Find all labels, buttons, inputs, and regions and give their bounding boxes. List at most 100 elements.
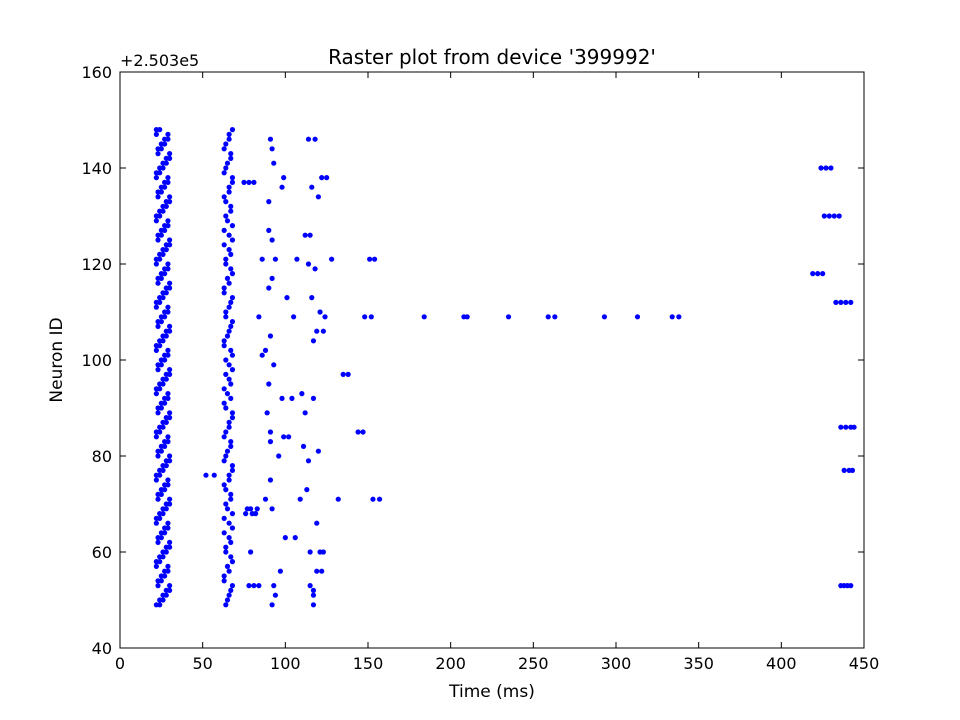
spike-point bbox=[153, 347, 159, 353]
spike-point bbox=[155, 280, 161, 286]
spike-point bbox=[221, 482, 227, 488]
spike-point bbox=[224, 218, 231, 224]
spike-point bbox=[345, 371, 351, 377]
spike-point bbox=[153, 175, 159, 181]
spike-point bbox=[221, 338, 227, 344]
spike-point bbox=[836, 213, 842, 219]
spike-point bbox=[223, 429, 229, 435]
spike-point bbox=[226, 247, 232, 253]
spike-point bbox=[319, 568, 325, 574]
spike-point bbox=[221, 170, 227, 176]
spike-point bbox=[228, 155, 234, 161]
spike-point bbox=[362, 314, 368, 320]
spike-point bbox=[162, 357, 168, 363]
spike-point bbox=[269, 237, 275, 243]
spike-point bbox=[165, 266, 171, 272]
spike-point bbox=[157, 515, 163, 522]
spike-point bbox=[167, 199, 173, 205]
spike-point bbox=[163, 290, 169, 296]
spike-point bbox=[160, 338, 166, 344]
spike-point bbox=[302, 232, 308, 238]
plot-frame bbox=[119, 71, 865, 649]
spike-point bbox=[158, 275, 164, 281]
spike-point bbox=[228, 381, 234, 387]
spike-point bbox=[228, 443, 234, 449]
spike-point bbox=[160, 251, 166, 257]
spike-point bbox=[165, 434, 171, 440]
spike-point bbox=[167, 242, 173, 248]
spike-point bbox=[228, 299, 234, 305]
spike-point bbox=[153, 391, 159, 397]
spike-point bbox=[229, 319, 236, 325]
spike-point bbox=[153, 477, 159, 483]
spike-point bbox=[309, 184, 315, 190]
spike-point bbox=[289, 395, 295, 401]
spike-point bbox=[251, 179, 257, 185]
spike-point bbox=[262, 347, 269, 353]
spike-point bbox=[223, 141, 229, 147]
spike-point bbox=[155, 453, 161, 459]
spike-point bbox=[165, 218, 171, 224]
spike-point bbox=[229, 510, 236, 517]
spike-point bbox=[271, 583, 277, 589]
spike-point bbox=[243, 510, 249, 517]
spike-point bbox=[167, 583, 173, 589]
spike-point bbox=[281, 175, 287, 181]
spike-point bbox=[310, 592, 317, 598]
spike-point bbox=[157, 299, 163, 305]
spike-point bbox=[224, 160, 231, 166]
spike-point bbox=[315, 448, 321, 454]
spike-point bbox=[155, 194, 161, 200]
spike-point bbox=[163, 592, 169, 598]
spike-point bbox=[254, 506, 260, 512]
spike-point bbox=[300, 443, 307, 449]
spike-point bbox=[158, 405, 164, 411]
spike-point bbox=[376, 496, 383, 502]
spike-point bbox=[228, 587, 234, 594]
spike-point bbox=[248, 549, 254, 555]
spike-point bbox=[229, 295, 236, 301]
spike-point bbox=[162, 443, 168, 449]
spike-point bbox=[266, 199, 272, 205]
spike-point bbox=[226, 304, 232, 310]
spike-point bbox=[367, 256, 373, 262]
spike-point bbox=[505, 314, 512, 320]
spike-point bbox=[226, 328, 232, 334]
spike-point bbox=[165, 520, 171, 526]
spike-point bbox=[157, 472, 163, 478]
spike-point bbox=[158, 146, 164, 152]
spike-point bbox=[224, 563, 231, 570]
spike-point bbox=[821, 213, 827, 219]
spike-point bbox=[279, 184, 285, 190]
spike-point bbox=[228, 496, 234, 502]
spike-point bbox=[252, 510, 259, 517]
spike-point bbox=[841, 467, 847, 473]
spike-point bbox=[372, 256, 378, 262]
spike-point bbox=[165, 525, 171, 531]
spike-point bbox=[167, 587, 173, 594]
spike-point bbox=[165, 395, 171, 401]
spike-point bbox=[229, 410, 236, 416]
spike-point bbox=[221, 343, 227, 349]
x-tick-label: 100 bbox=[270, 654, 301, 673]
spike-point bbox=[464, 314, 470, 320]
spike-point bbox=[335, 496, 341, 502]
spike-point bbox=[163, 247, 169, 253]
spike-point bbox=[167, 544, 173, 550]
spike-point bbox=[248, 506, 254, 512]
spike-point bbox=[221, 290, 227, 296]
spike-point bbox=[319, 175, 325, 181]
x-tick-label: 300 bbox=[601, 654, 632, 673]
spike-point bbox=[305, 458, 312, 464]
spike-point bbox=[165, 304, 171, 310]
spike-point bbox=[223, 199, 229, 205]
spike-point bbox=[226, 592, 232, 598]
spike-point bbox=[320, 549, 326, 555]
spike-point bbox=[294, 256, 300, 262]
spike-point bbox=[223, 357, 229, 363]
spike-point bbox=[223, 256, 229, 262]
spike-point bbox=[224, 506, 231, 512]
spike-point bbox=[158, 578, 164, 584]
spike-point bbox=[309, 295, 315, 301]
